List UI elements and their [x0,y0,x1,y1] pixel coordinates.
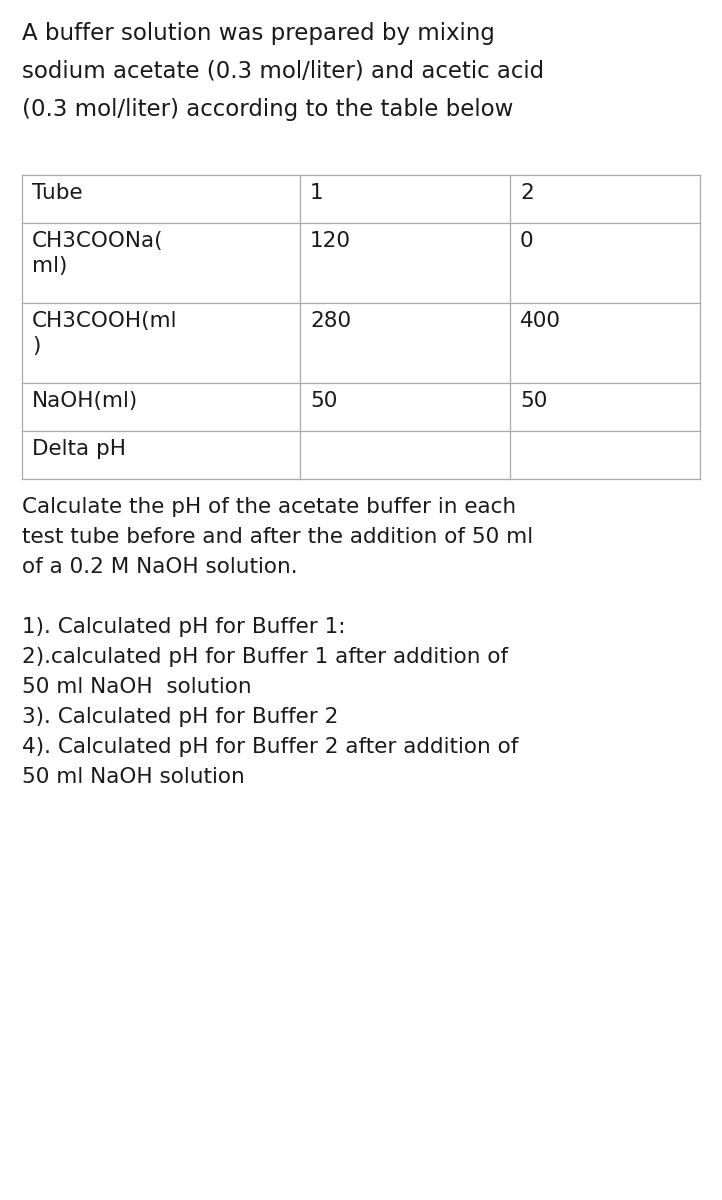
Text: CH3COONa(
ml): CH3COONa( ml) [32,230,163,276]
Text: Tube: Tube [32,182,82,203]
Text: 3). Calculated pH for Buffer 2: 3). Calculated pH for Buffer 2 [22,707,339,727]
Text: sodium acetate (0.3 mol/liter) and acetic acid: sodium acetate (0.3 mol/liter) and aceti… [22,60,544,83]
Text: 50: 50 [520,391,547,410]
Text: 2: 2 [520,182,534,203]
Text: 50 ml NaOH  solution: 50 ml NaOH solution [22,677,252,697]
Text: CH3COOH(ml
): CH3COOH(ml ) [32,311,178,355]
Text: Calculate the pH of the acetate buffer in each: Calculate the pH of the acetate buffer i… [22,497,516,517]
Text: 280: 280 [310,311,351,331]
Text: (0.3 mol/liter) according to the table below: (0.3 mol/liter) according to the table b… [22,98,513,121]
Text: 50 ml NaOH solution: 50 ml NaOH solution [22,767,245,787]
Text: NaOH(ml): NaOH(ml) [32,391,138,410]
Text: 4). Calculated pH for Buffer 2 after addition of: 4). Calculated pH for Buffer 2 after add… [22,737,518,757]
Text: 1). Calculated pH for Buffer 1:: 1). Calculated pH for Buffer 1: [22,617,346,637]
Text: 0: 0 [520,230,534,251]
Text: 2).calculated pH for Buffer 1 after addition of: 2).calculated pH for Buffer 1 after addi… [22,647,508,667]
Text: of a 0.2 M NaOH solution.: of a 0.2 M NaOH solution. [22,557,297,577]
Text: 50: 50 [310,391,337,410]
Text: Delta pH: Delta pH [32,439,126,458]
Text: A buffer solution was prepared by mixing: A buffer solution was prepared by mixing [22,22,495,44]
Text: test tube before and after the addition of 50 ml: test tube before and after the addition … [22,527,533,547]
Text: 120: 120 [310,230,351,251]
Text: 400: 400 [520,311,561,331]
Text: 1: 1 [310,182,323,203]
